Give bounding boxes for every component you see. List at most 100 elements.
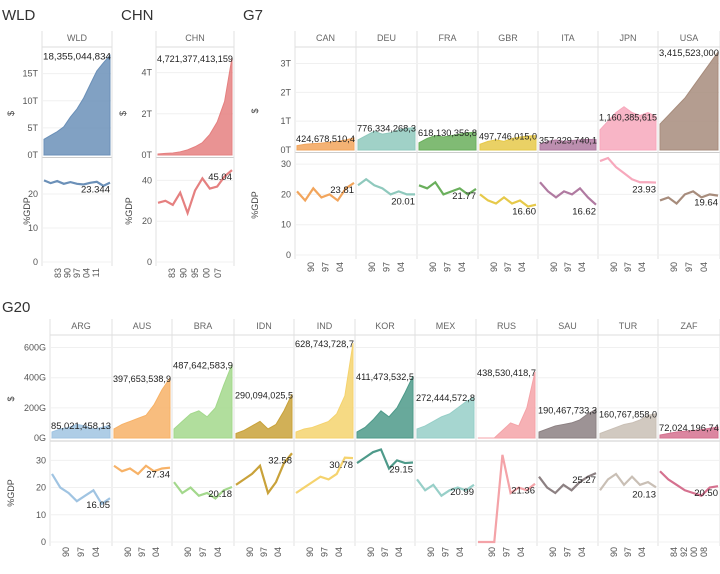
share-line: [416, 478, 475, 498]
share-line: [43, 179, 111, 188]
x-tick-label: 00: [689, 547, 699, 557]
gdp-tick-label: 0T: [27, 150, 38, 160]
gdp-tick-label: 15T: [22, 69, 38, 79]
gdp-area: [539, 138, 597, 151]
x-tick-label: 04: [517, 262, 527, 272]
x-tick-label: 90: [305, 547, 315, 557]
gdp-value-label: 776,334,268,3: [357, 124, 416, 135]
x-tick-label: 00: [202, 268, 212, 278]
share-axis-title: %GDP: [250, 191, 260, 219]
x-tick-label: 97: [441, 547, 451, 557]
x-tick-label: 04: [213, 547, 223, 557]
gdp-tick-label: 10T: [22, 96, 38, 106]
x-tick-label: 83: [53, 268, 63, 278]
panel-header: JPN: [619, 33, 636, 43]
panel-header: TUR: [619, 321, 638, 331]
x-tick-label: 97: [380, 547, 390, 557]
panel-header: WLD: [67, 33, 88, 43]
panel-header: ARG: [71, 321, 91, 331]
gdp-area: [295, 343, 354, 439]
share-tick-label: 10: [28, 223, 38, 233]
share-value-label: 19.64: [694, 198, 718, 209]
x-tick-label: 04: [699, 262, 709, 272]
gdp-tick-label: 200G: [24, 403, 46, 413]
x-tick-label: 08: [699, 547, 709, 557]
text-layer: WLD $ %GDP 0T 5T 10T 15T 0 10 20 WLD 18,355,044,834…: [2, 7, 719, 557]
gdp-value-label: 411,473,532,5: [356, 372, 414, 383]
x-tick-label: 04: [637, 547, 647, 557]
gdp-value-label: 4,721,377,413,159: [157, 54, 233, 65]
share-line: [599, 156, 657, 184]
x-tick-label: 97: [198, 547, 208, 557]
gdp-area: [357, 126, 416, 151]
x-tick-label: 90: [245, 547, 255, 557]
share-tick-label: 30: [281, 159, 291, 169]
gdp-tick-label: 1T: [280, 116, 291, 126]
gdp-tick-label: 0T: [141, 150, 152, 160]
gdp-value-label: 397,653,538,9: [113, 374, 171, 385]
share-line: [173, 481, 233, 500]
x-tick-label: 04: [577, 547, 587, 557]
share-line: [418, 180, 477, 196]
gdp-value-label: 497,746,015,0: [479, 132, 537, 143]
share-line: [51, 473, 111, 506]
share-line: [479, 193, 537, 208]
share-value-label: 16.62: [572, 207, 596, 218]
x-tick-label: 04: [82, 268, 92, 278]
x-tick-label: 90: [426, 547, 436, 557]
share-tick-label: 40: [142, 175, 152, 185]
gdp-value-label: 72,024,196,74: [659, 423, 719, 434]
x-tick-label: 90: [669, 262, 679, 272]
gdp-area: [235, 394, 293, 439]
gdp-axis-title: $: [6, 111, 16, 116]
x-tick-label: 04: [334, 547, 344, 557]
x-tick-label: 92: [679, 547, 689, 557]
share-tick-label: 0: [41, 537, 46, 547]
x-tick-label: 90: [548, 547, 558, 557]
share-line: [296, 181, 355, 203]
marks-layer: [43, 50, 719, 544]
share-value-label: 30.78: [329, 460, 353, 471]
share-line: [539, 181, 597, 206]
x-tick-label: 04: [91, 547, 101, 557]
gdp-axis-title: $: [6, 396, 16, 401]
gdp-area: [538, 408, 597, 439]
x-tick-label: 90: [61, 547, 71, 557]
group-title: WLD: [2, 7, 36, 24]
share-line: [478, 454, 536, 544]
share-line: [599, 472, 657, 491]
panel-header: MEX: [436, 321, 456, 331]
gdp-value-label: 628,743,728,7: [295, 339, 354, 350]
share-value-label: 23.93: [632, 185, 656, 196]
gdp-tick-label: 2T: [141, 109, 152, 119]
share-line: [357, 177, 415, 196]
x-tick-label: 97: [72, 268, 82, 278]
x-tick-label: 97: [382, 262, 392, 272]
x-tick-label: 04: [637, 262, 647, 272]
gdp-axis-title: $: [250, 108, 260, 113]
share-line: [659, 190, 719, 205]
share-axis-title: %GDP: [22, 197, 32, 225]
share-tick-label: 20: [28, 189, 38, 199]
share-tick-label: 30: [36, 455, 46, 465]
x-tick-label: 97: [443, 262, 453, 272]
x-tick-label: 97: [137, 547, 147, 557]
gdp-area: [418, 131, 477, 151]
x-tick-label: 11: [91, 268, 101, 277]
x-tick-label: 90: [367, 262, 377, 272]
x-tick-label: 90: [428, 262, 438, 272]
x-tick-label: 90: [549, 262, 559, 272]
share-line: [295, 456, 354, 494]
gdp-area: [51, 423, 111, 439]
gdp-value-label: 424,678,510,4: [296, 134, 355, 145]
panel-header: IDN: [256, 321, 272, 331]
gdp-value-label: 618,130,356,8: [418, 128, 477, 139]
share-tick-label: 0: [286, 250, 291, 260]
x-tick-label: 90: [63, 268, 73, 278]
share-tick-label: 20: [36, 483, 46, 493]
gdp-tick-label: 5T: [27, 123, 38, 133]
gdp-area: [416, 396, 475, 439]
share-value-label: 20.50: [694, 488, 718, 499]
share-line: [235, 452, 293, 496]
x-tick-label: 04: [151, 547, 161, 557]
